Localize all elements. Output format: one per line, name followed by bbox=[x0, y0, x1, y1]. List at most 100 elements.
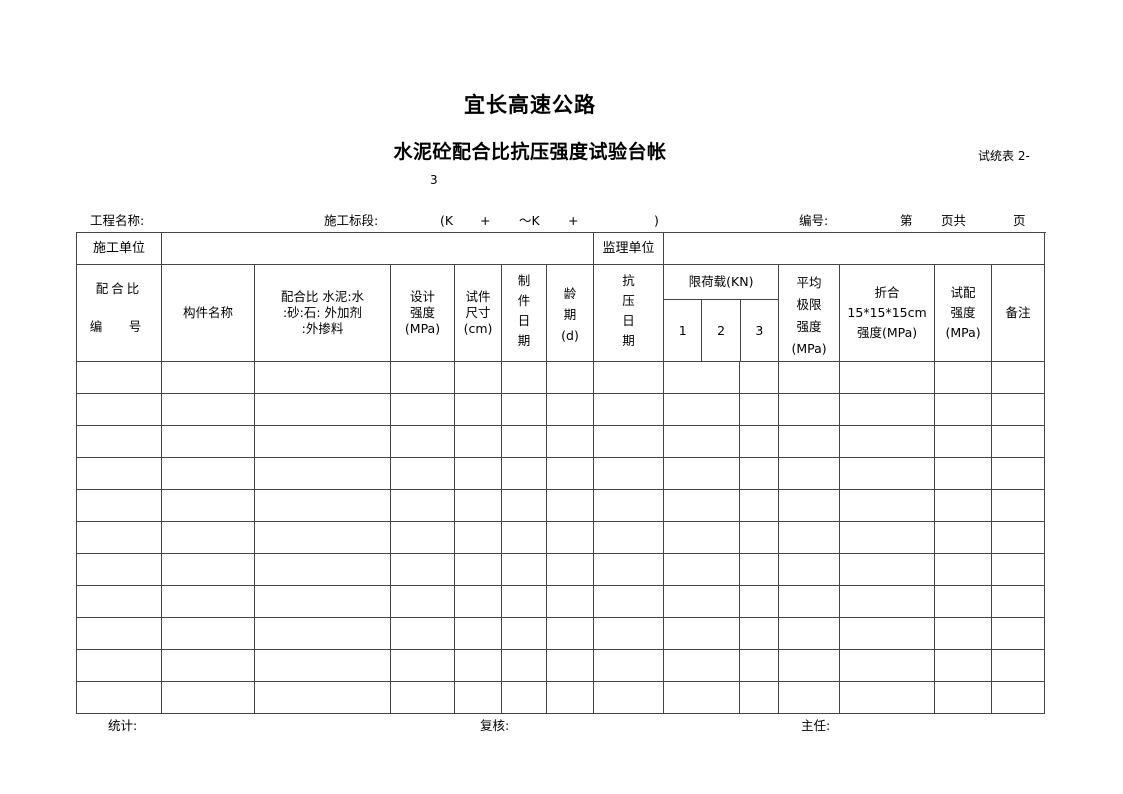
table-cell[interactable] bbox=[739, 489, 780, 522]
table-cell[interactable] bbox=[390, 393, 455, 426]
table-cell[interactable] bbox=[501, 489, 547, 522]
table-cell[interactable] bbox=[254, 393, 391, 426]
table-cell[interactable] bbox=[76, 617, 162, 650]
table-cell[interactable] bbox=[501, 393, 547, 426]
table-cell[interactable] bbox=[76, 585, 162, 618]
table-cell[interactable] bbox=[991, 489, 1046, 522]
table-cell[interactable] bbox=[454, 617, 502, 650]
table-cell[interactable] bbox=[390, 585, 455, 618]
table-cell[interactable] bbox=[663, 617, 741, 650]
table-cell[interactable] bbox=[501, 649, 547, 682]
table-cell[interactable] bbox=[545, 521, 595, 554]
table-cell[interactable] bbox=[839, 553, 936, 586]
table-cell[interactable] bbox=[739, 617, 780, 650]
table-cell[interactable] bbox=[161, 521, 255, 554]
table-cell[interactable] bbox=[778, 649, 841, 682]
table-cell[interactable] bbox=[991, 425, 1046, 458]
table-cell[interactable] bbox=[739, 457, 780, 490]
table-cell[interactable] bbox=[501, 425, 547, 458]
table-cell[interactable] bbox=[501, 553, 547, 586]
table-cell[interactable] bbox=[663, 425, 741, 458]
table-cell[interactable] bbox=[545, 361, 595, 394]
table-cell[interactable] bbox=[991, 553, 1046, 586]
table-cell[interactable] bbox=[76, 649, 162, 682]
table-cell[interactable] bbox=[778, 521, 841, 554]
table-cell[interactable] bbox=[991, 521, 1046, 554]
table-cell[interactable] bbox=[161, 649, 255, 682]
table-cell[interactable] bbox=[934, 457, 993, 490]
table-cell[interactable] bbox=[76, 393, 162, 426]
table-cell[interactable] bbox=[778, 553, 841, 586]
table-cell[interactable] bbox=[839, 489, 936, 522]
table-cell[interactable] bbox=[839, 617, 936, 650]
table-cell[interactable] bbox=[390, 425, 455, 458]
table-cell[interactable] bbox=[454, 393, 502, 426]
table-cell[interactable] bbox=[991, 649, 1046, 682]
table-cell[interactable] bbox=[545, 681, 595, 714]
table-cell[interactable] bbox=[593, 425, 665, 458]
table-cell[interactable] bbox=[390, 681, 455, 714]
table-cell[interactable] bbox=[161, 457, 255, 490]
table-cell[interactable] bbox=[501, 521, 547, 554]
table-cell[interactable] bbox=[934, 681, 993, 714]
table-cell[interactable] bbox=[739, 425, 780, 458]
table-cell[interactable] bbox=[593, 361, 665, 394]
table-cell[interactable] bbox=[454, 521, 502, 554]
table-cell[interactable] bbox=[934, 393, 993, 426]
table-cell[interactable] bbox=[934, 617, 993, 650]
table-cell[interactable] bbox=[501, 617, 547, 650]
table-cell[interactable] bbox=[593, 585, 665, 618]
table-cell[interactable] bbox=[254, 617, 391, 650]
table-cell[interactable] bbox=[76, 457, 162, 490]
table-cell[interactable] bbox=[778, 361, 841, 394]
table-cell[interactable] bbox=[778, 617, 841, 650]
table-cell[interactable] bbox=[501, 681, 547, 714]
table-cell[interactable] bbox=[454, 553, 502, 586]
table-cell[interactable] bbox=[390, 649, 455, 682]
table-cell[interactable] bbox=[934, 425, 993, 458]
table-cell[interactable] bbox=[254, 425, 391, 458]
table-cell[interactable] bbox=[778, 425, 841, 458]
table-cell[interactable] bbox=[545, 457, 595, 490]
table-cell[interactable] bbox=[161, 585, 255, 618]
table-cell[interactable] bbox=[839, 585, 936, 618]
table-cell[interactable] bbox=[454, 361, 502, 394]
table-cell[interactable] bbox=[663, 489, 741, 522]
table-cell[interactable] bbox=[545, 617, 595, 650]
table-cell[interactable] bbox=[593, 681, 665, 714]
table-cell[interactable] bbox=[934, 553, 993, 586]
table-cell[interactable] bbox=[991, 681, 1046, 714]
table-cell[interactable] bbox=[454, 585, 502, 618]
table-cell[interactable] bbox=[839, 425, 936, 458]
table-cell[interactable] bbox=[454, 425, 502, 458]
table-cell[interactable] bbox=[254, 361, 391, 394]
table-cell[interactable] bbox=[545, 393, 595, 426]
table-cell[interactable] bbox=[454, 681, 502, 714]
construction-unit-value[interactable] bbox=[160, 232, 595, 265]
table-cell[interactable] bbox=[663, 361, 741, 394]
table-cell[interactable] bbox=[76, 521, 162, 554]
table-cell[interactable] bbox=[663, 457, 741, 490]
table-cell[interactable] bbox=[934, 361, 993, 394]
table-cell[interactable] bbox=[663, 521, 741, 554]
table-cell[interactable] bbox=[991, 361, 1046, 394]
table-cell[interactable] bbox=[254, 681, 391, 714]
table-cell[interactable] bbox=[501, 585, 547, 618]
table-cell[interactable] bbox=[454, 457, 502, 490]
table-cell[interactable] bbox=[76, 361, 162, 394]
table-cell[interactable] bbox=[593, 553, 665, 586]
table-cell[interactable] bbox=[839, 457, 936, 490]
table-cell[interactable] bbox=[254, 649, 391, 682]
table-cell[interactable] bbox=[254, 457, 391, 490]
table-cell[interactable] bbox=[593, 649, 665, 682]
table-cell[interactable] bbox=[839, 521, 936, 554]
table-cell[interactable] bbox=[739, 553, 780, 586]
table-cell[interactable] bbox=[545, 425, 595, 458]
table-cell[interactable] bbox=[778, 585, 841, 618]
table-cell[interactable] bbox=[991, 393, 1046, 426]
table-cell[interactable] bbox=[839, 681, 936, 714]
table-cell[interactable] bbox=[739, 521, 780, 554]
table-cell[interactable] bbox=[739, 393, 780, 426]
table-cell[interactable] bbox=[739, 681, 780, 714]
table-cell[interactable] bbox=[390, 361, 455, 394]
